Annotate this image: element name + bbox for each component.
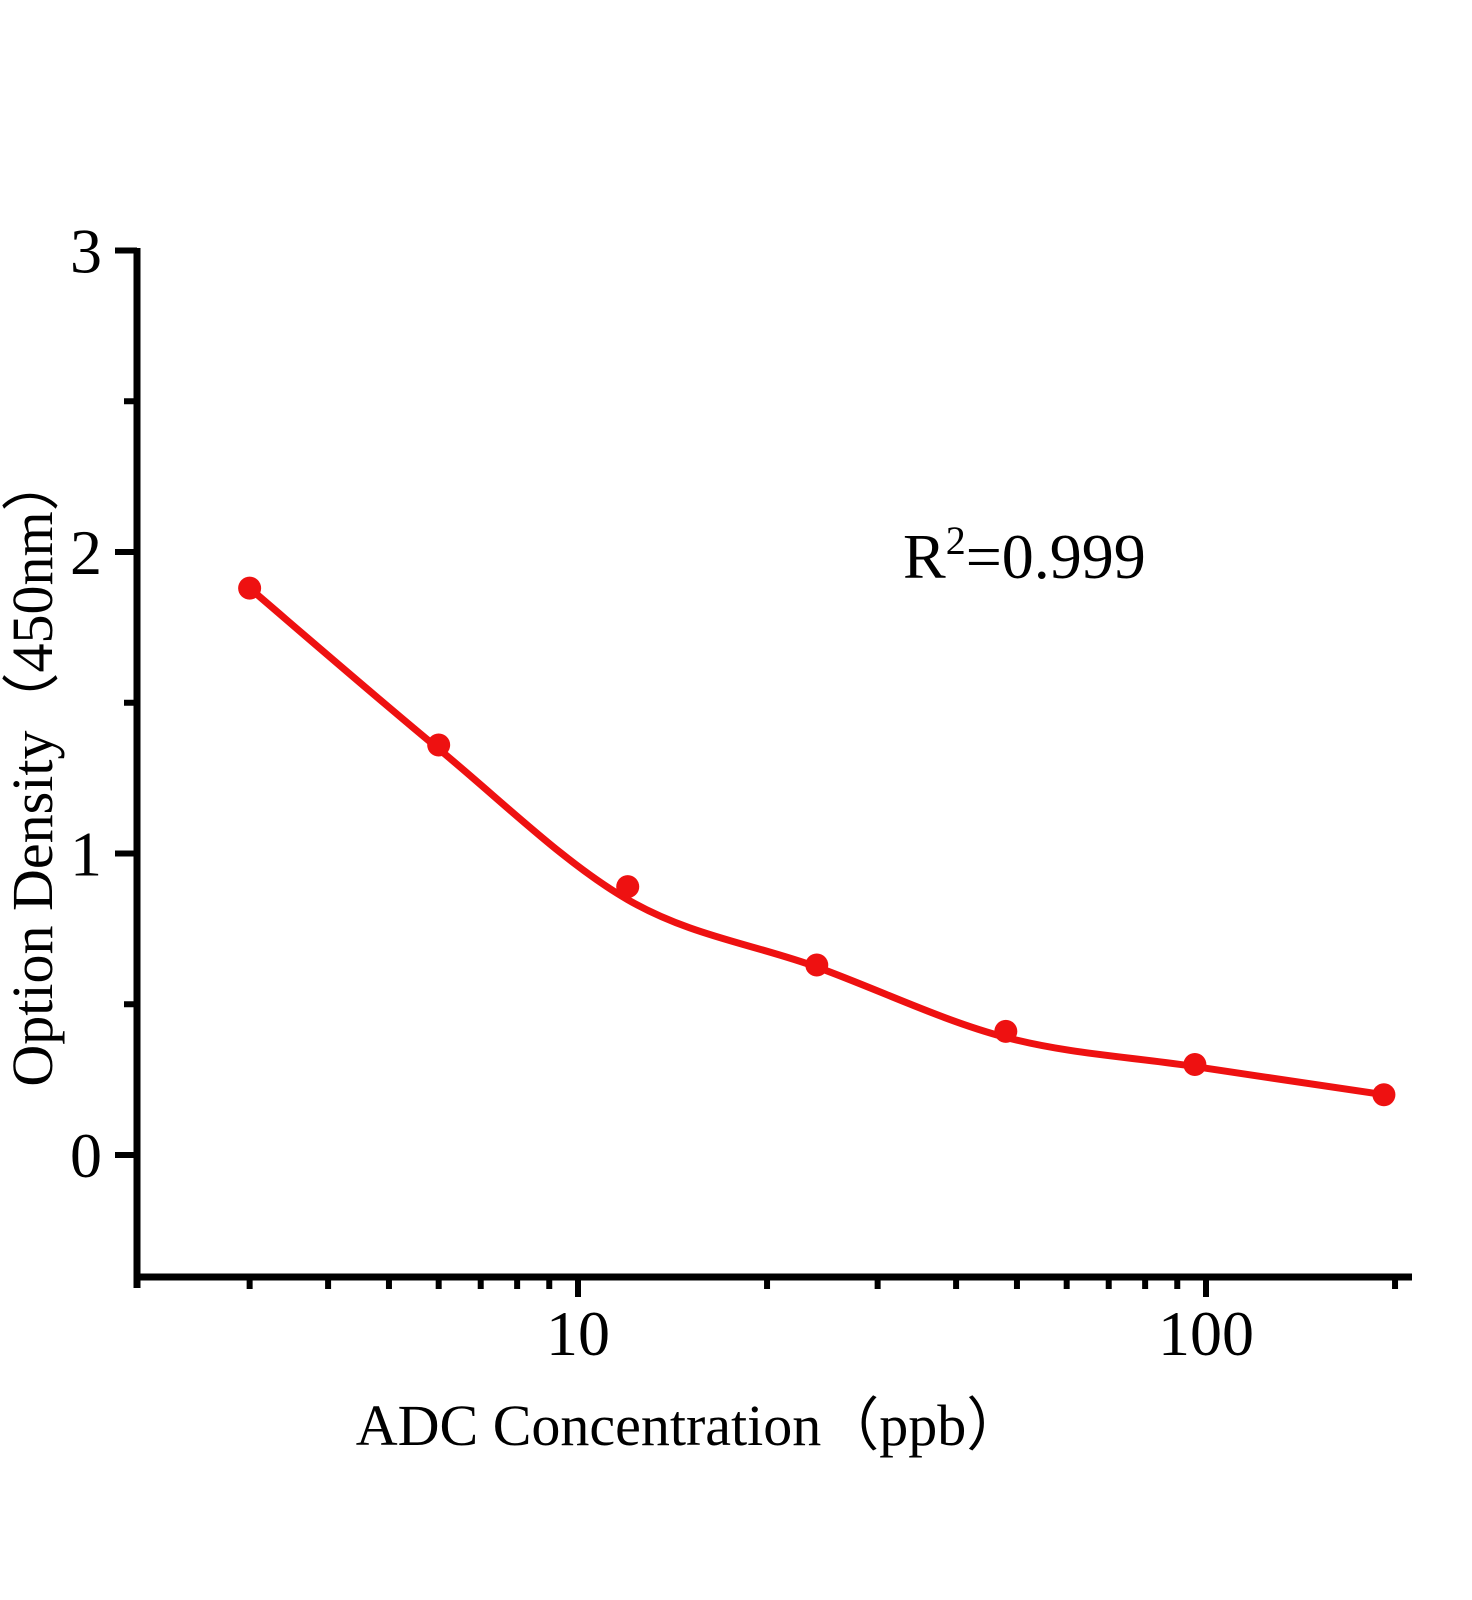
r-squared-annotation: R2=0.999 xyxy=(903,518,1146,592)
data-points xyxy=(238,576,1396,1107)
x-axis-title: ADC Concentration（ppb） xyxy=(356,1393,1025,1458)
data-point xyxy=(427,733,451,757)
r2-rest: =0.999 xyxy=(966,521,1146,592)
y-tick-label: 2 xyxy=(70,517,102,588)
axes xyxy=(133,248,1412,1288)
y-axis-ticks xyxy=(115,247,137,1158)
x-axis-tick-labels: 10 100 xyxy=(546,1298,1254,1369)
y-tick-label: 1 xyxy=(70,819,102,890)
y-axis-tick-labels: 0 1 2 3 xyxy=(70,216,102,1192)
x-tick-label: 100 xyxy=(1158,1298,1254,1369)
y-tick-label: 0 xyxy=(70,1120,102,1191)
data-point xyxy=(1183,1053,1207,1077)
fit-curve xyxy=(246,584,1388,1099)
y-tick-label: 3 xyxy=(70,216,102,287)
data-point xyxy=(616,875,640,899)
data-point xyxy=(994,1019,1018,1043)
data-point xyxy=(805,953,829,977)
data-point xyxy=(1372,1083,1396,1107)
y-axis-title: Option Density（450nm） xyxy=(0,453,65,1086)
x-tick-label: 10 xyxy=(546,1298,610,1369)
r2-base: R xyxy=(903,521,946,592)
x-axis-ticks xyxy=(246,1277,1399,1297)
r2-superscript: 2 xyxy=(946,518,966,563)
data-point xyxy=(238,576,262,600)
